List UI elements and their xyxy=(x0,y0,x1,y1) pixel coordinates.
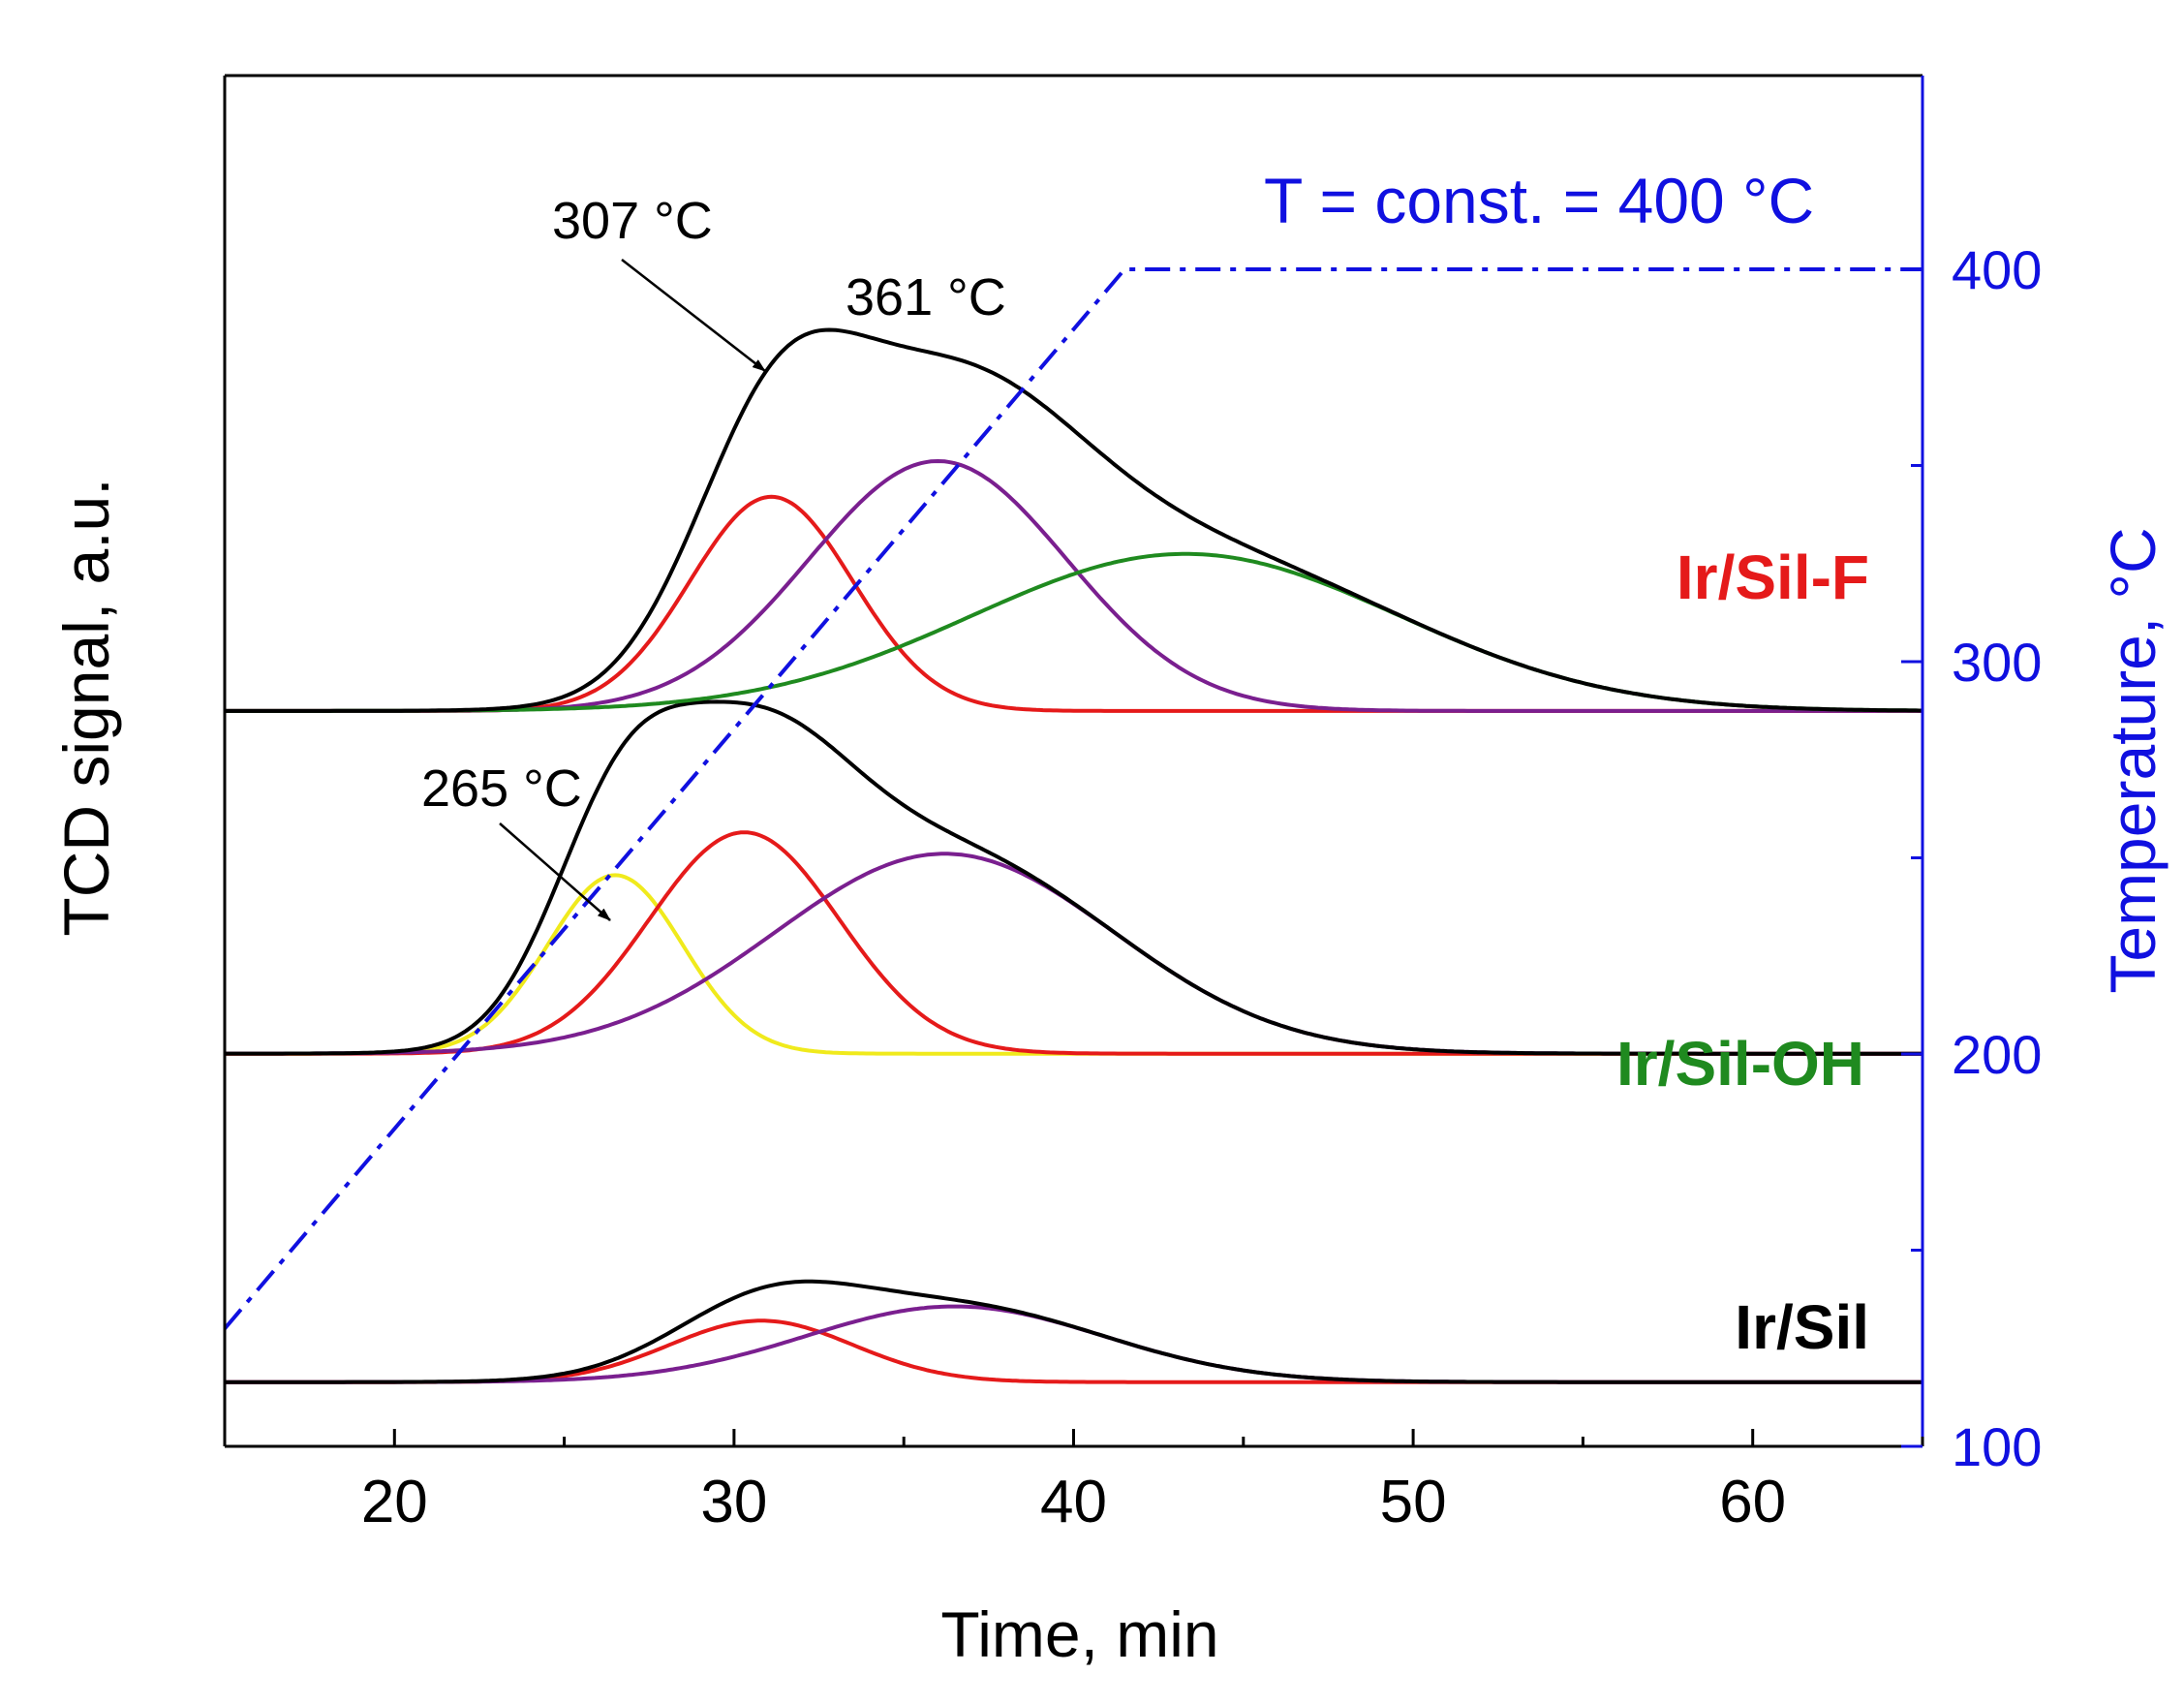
total-signal-ir-sil-oh xyxy=(225,699,1923,1056)
y2-tick-label: 300 xyxy=(1952,632,2042,693)
annotation-arrow-307 xyxy=(621,259,766,372)
temperature-note: T = const. = 400 °C xyxy=(1264,165,1814,236)
x-tick-label: 50 xyxy=(1380,1469,1447,1535)
x-tick-label: 20 xyxy=(361,1469,428,1535)
component-peak-ir-sil-0 xyxy=(225,1318,1923,1384)
component-peak-ir-sil-oh-2 xyxy=(225,852,1923,1056)
component-peak-ir-sil-1 xyxy=(225,1304,1923,1384)
annotation-307: 307 °C xyxy=(552,192,713,250)
y2-tick-label: 200 xyxy=(1952,1024,2042,1085)
annotation-361: 361 °C xyxy=(846,268,1006,326)
axes-layer xyxy=(223,74,1924,1448)
sample-label: Ir/Sil xyxy=(1735,1292,1869,1362)
component-peak-ir-sil-f-0 xyxy=(225,494,1923,713)
total-signal-ir-sil-f xyxy=(225,327,1923,713)
y2-axis-title: Temperature, °C xyxy=(2097,527,2169,993)
x-tick-label: 30 xyxy=(700,1469,767,1535)
component-peak-ir-sil-f-2 xyxy=(225,551,1923,713)
total-signal-ir-sil xyxy=(225,1279,1923,1384)
component-peak-ir-sil-f-1 xyxy=(225,458,1923,713)
x-tick-label: 60 xyxy=(1719,1469,1786,1535)
temperature-profile-line xyxy=(223,267,1923,1330)
annotation-265: 265 °C xyxy=(421,760,582,818)
curves-layer xyxy=(223,267,1923,1384)
sample-label: Ir/Sil-F xyxy=(1676,542,1869,612)
annotation-arrow-265 xyxy=(499,822,611,921)
x-tick-label: 40 xyxy=(1040,1469,1107,1535)
y2-tick-label: 400 xyxy=(1952,239,2042,300)
x-axis-title: Time, min xyxy=(940,1598,1218,1670)
y2-tick-label: 100 xyxy=(1952,1416,2042,1477)
sample-label: Ir/Sil-OH xyxy=(1616,1029,1864,1099)
y-axis-title: TCD signal, a.u. xyxy=(50,478,122,936)
text-layer: 20 30 40 50 60 100 200 300 400 Time, min TCD signa… xyxy=(50,165,2169,1670)
